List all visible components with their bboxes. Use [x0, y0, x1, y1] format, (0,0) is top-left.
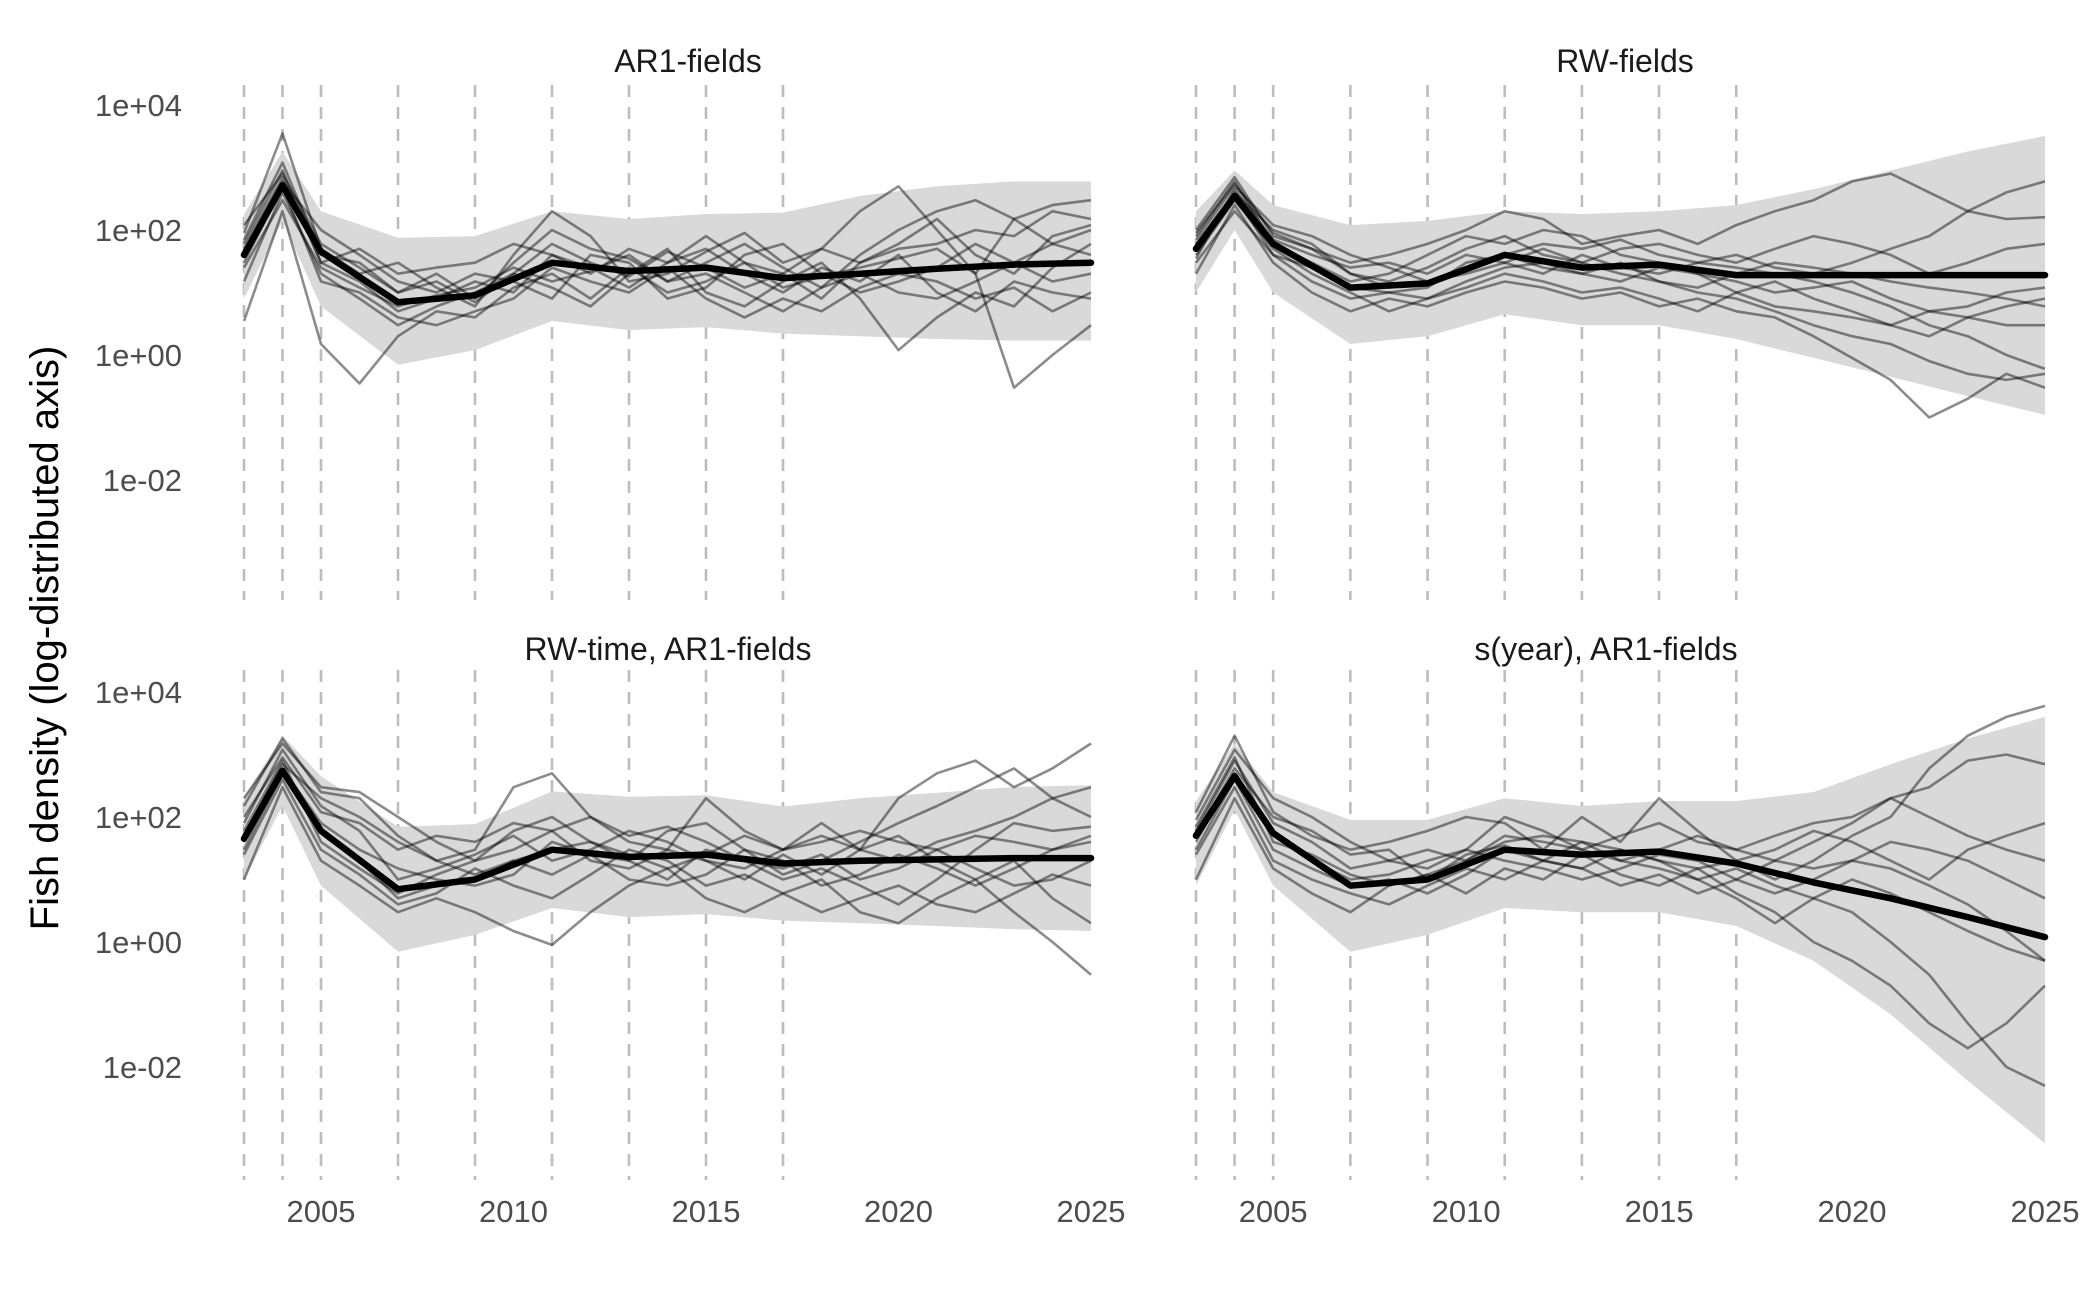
mean-line — [1192, 192, 2049, 291]
mean-line — [1192, 772, 2049, 941]
simulation-line — [242, 191, 1092, 352]
simulation-line — [242, 161, 1092, 313]
simulation-line — [1194, 198, 2046, 338]
simulation-line — [1194, 172, 2046, 265]
simulation-line — [1194, 180, 2045, 327]
x-tick-label: 2010 — [479, 1194, 548, 1229]
simulation-line — [1194, 785, 2046, 906]
x-tick-label: 2015 — [1625, 1194, 1694, 1229]
simulation-line — [242, 767, 1092, 887]
survey-year-lines — [242, 85, 785, 600]
simulation-line — [242, 169, 1092, 313]
x-tick-label: 2025 — [2011, 1194, 2080, 1229]
y-tick-label: 1e+00 — [95, 925, 182, 960]
x-tick-label: 2020 — [1818, 1194, 1887, 1229]
y-tick-label: 1e+02 — [95, 800, 182, 835]
y-tick-label: 1e+04 — [95, 675, 182, 710]
x-tick-label: 2010 — [1432, 1194, 1501, 1229]
y-tick-label: 1e-02 — [103, 463, 182, 498]
x-tick-label: 2020 — [864, 1194, 933, 1229]
simulation-line — [1194, 748, 2046, 870]
x-tick-label: 2025 — [1057, 1194, 1126, 1229]
simulation-line — [242, 209, 1092, 390]
panel-rw-fields: RW-fields — [1192, 43, 2049, 600]
simulation-line — [1194, 759, 2046, 900]
x-tick-label: 2015 — [672, 1194, 741, 1229]
simulation-line — [1194, 182, 2046, 371]
simulation-line — [242, 742, 1092, 876]
panel-title: s(year), AR1-fields — [1474, 631, 1737, 667]
y-tick-label: 1e-02 — [103, 1050, 182, 1085]
x-tick-label: 2005 — [287, 1194, 356, 1229]
panel-title: AR1-fields — [614, 43, 762, 79]
confidence-band — [1196, 716, 2045, 1144]
y-axis-label: Fish density (log-distributed axis) — [23, 346, 67, 931]
simulation-line — [242, 132, 1092, 308]
panel-rw-time-ar1-fields: RW-time, AR1-fields 1e-02 1e+00 1e+02 1e+04… — [95, 631, 1126, 1229]
simulation-line — [242, 759, 1092, 925]
panel-s-year-ar1-fields: s(year), AR1-fields 2005 2010 2015 2020 2025 — [1192, 631, 2080, 1229]
survey-year-lines — [1194, 85, 1738, 600]
confidence-band — [1196, 135, 2045, 415]
simulation-line — [242, 180, 1092, 300]
simulation-line — [242, 198, 1092, 308]
x-tick-label: 2005 — [1239, 1194, 1308, 1229]
simulation-line — [1194, 209, 2046, 382]
mean-line — [240, 181, 1095, 306]
panel-ar1-fields: AR1-fields 1e-02 1e+00 1e+02 1e+04 — [95, 43, 1095, 600]
panel-title: RW-time, AR1-fields — [525, 631, 812, 667]
simulation-line — [242, 172, 1092, 304]
simulation-line — [1194, 203, 2046, 419]
simulation-line — [242, 785, 1092, 976]
simulation-line — [242, 756, 1092, 906]
panel-title: RW-fields — [1556, 43, 1694, 79]
simulation-line — [242, 737, 1092, 863]
confidence-band — [244, 151, 1091, 365]
mean-line — [240, 767, 1095, 893]
simulation-line — [1194, 796, 2046, 1050]
y-tick-label: 1e+02 — [95, 213, 182, 248]
simulation-line — [242, 778, 1092, 914]
survey-year-lines — [1194, 670, 1738, 1180]
y-tick-label: 1e+00 — [95, 338, 182, 373]
simulation-line — [1194, 756, 2046, 887]
simulation-line — [242, 748, 1092, 881]
simulation-line — [1194, 187, 2046, 308]
simulation-line — [242, 762, 1092, 876]
y-tick-label: 1e+04 — [95, 88, 182, 123]
simulation-line — [1194, 191, 2046, 283]
simulation-line — [1194, 704, 2046, 881]
survey-year-lines — [242, 670, 785, 1180]
confidence-band — [244, 735, 1091, 952]
simulation-line — [242, 175, 1092, 276]
